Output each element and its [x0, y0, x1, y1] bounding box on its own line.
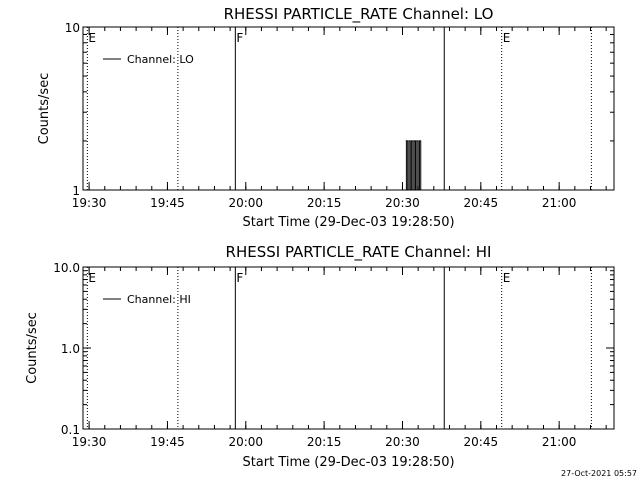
x-axis-label: Start Time (29-Dec-03 19:28:50) [242, 215, 454, 230]
data-point [405, 140, 407, 142]
data-point [413, 140, 415, 142]
x-tick-label: 21:00 [542, 196, 577, 210]
data-point [416, 140, 418, 142]
y-axis-label: Counts/sec [37, 73, 52, 145]
x-tick-label: 19:45 [150, 435, 185, 449]
chart-panel-0: RHESSI PARTICLE_RATE Channel: LO Start Ti… [37, 5, 615, 230]
x-tick-label: 20:00 [228, 196, 263, 210]
data-point [420, 189, 422, 191]
event-marker-label: F [236, 31, 243, 45]
data-point [417, 189, 419, 191]
x-axis-label: Start Time (29-Dec-03 19:28:50) [242, 455, 454, 470]
chart-title: RHESSI PARTICLE_RATE Channel: LO [224, 5, 494, 24]
y-tick-label: 0.1 [61, 423, 80, 437]
x-tick-label: 20:45 [464, 435, 499, 449]
x-tick-label: 20:15 [307, 435, 342, 449]
data-point [409, 189, 411, 191]
event-marker-label: E [88, 31, 96, 45]
series-line [405, 140, 422, 191]
y-axis-label: Counts/sec [25, 312, 40, 384]
x-tick-label: 20:15 [307, 196, 342, 210]
x-tick-label: 19:45 [150, 196, 185, 210]
y-tick-label: 1.0 [61, 342, 80, 356]
y-tick-label: 10 [65, 21, 80, 35]
data-point [412, 189, 414, 191]
event-marker-label: F [236, 271, 243, 285]
event-marker-label: E [503, 271, 511, 285]
plot-frame [82, 26, 615, 191]
data-point [411, 140, 413, 142]
legend-entry: Channel: HI [127, 293, 191, 306]
chart-title: RHESSI PARTICLE_RATE Channel: HI [226, 243, 492, 262]
data-point [408, 140, 410, 142]
data-point [407, 189, 409, 191]
x-tick-label: 20:00 [228, 435, 263, 449]
x-tick-label: 20:45 [464, 196, 499, 210]
x-tick-label: 20:30 [385, 196, 420, 210]
legend-entry: Channel: LO [127, 53, 194, 66]
data-point [404, 189, 406, 191]
x-tick-label: 19:30 [72, 435, 107, 449]
chart-panel-1: RHESSI PARTICLE_RATE Channel: HI Start Ti… [25, 243, 615, 470]
data-point [414, 189, 417, 191]
x-tick-label: 21:00 [542, 435, 577, 449]
plot-frame [82, 266, 615, 430]
x-tick-label: 20:30 [385, 435, 420, 449]
y-tick-label: 1 [72, 184, 80, 198]
y-tick-label: 10.0 [53, 261, 80, 275]
event-marker-label: E [88, 271, 96, 285]
event-marker-label: E [503, 31, 511, 45]
data-point [418, 140, 421, 142]
plot-timestamp: 27-Oct-2021 05:57 [561, 469, 637, 478]
x-tick-label: 19:30 [72, 196, 107, 210]
